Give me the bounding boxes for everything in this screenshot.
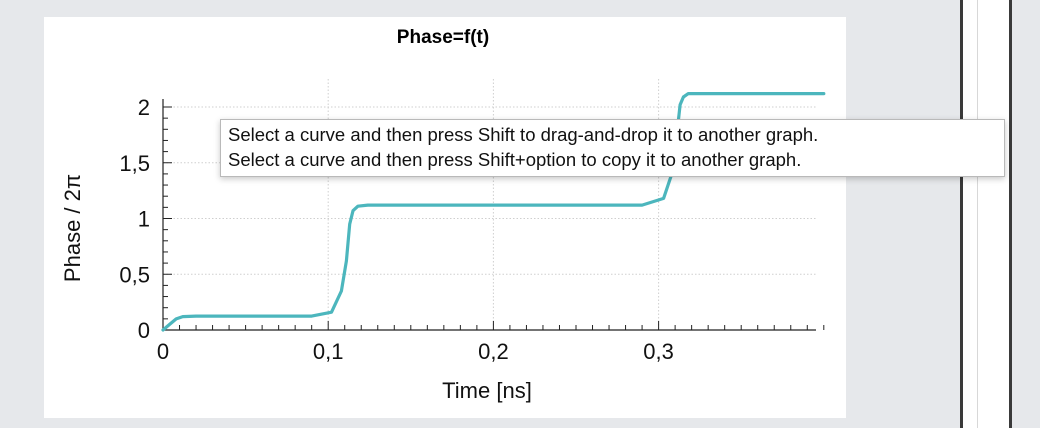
x-tick-label-3: 0,3 xyxy=(643,339,674,364)
y-tick-label-4: 2 xyxy=(138,95,150,120)
tick-labels: 0 0,1 0,2 0,3 0 0,5 1 1,5 2 xyxy=(119,95,673,364)
x-axis-label: Time [ns] xyxy=(442,378,532,403)
graph-panel[interactable]: Phase=f(t) 0 0,1 0,2 0,3 0 0,5 1 1,5 2 Time [ns]… xyxy=(44,17,846,418)
phase-chart[interactable]: Phase=f(t) 0 0,1 0,2 0,3 0 0,5 1 1,5 2 Time [ns]… xyxy=(44,17,846,418)
x-tick-label-1: 0,1 xyxy=(313,339,344,364)
series-line-0[interactable] xyxy=(161,92,826,332)
axes xyxy=(162,99,825,331)
tooltip-line-2: Select a curve and then press Shift+opti… xyxy=(228,149,802,170)
y-axis-label: Phase / 2π xyxy=(60,174,85,282)
x-tick-label-2: 0,2 xyxy=(478,339,509,364)
series-layer[interactable] xyxy=(161,92,826,332)
y-tick-label-2: 1 xyxy=(138,207,150,232)
side-panel xyxy=(960,0,1012,428)
y-tick-label-1: 0,5 xyxy=(119,262,150,287)
y-tick-label-0: 0 xyxy=(138,318,150,343)
x-tick-label-0: 0 xyxy=(157,339,169,364)
y-tick-label-3: 1,5 xyxy=(119,151,150,176)
chart-title: Phase=f(t) xyxy=(397,27,489,48)
side-panel-divider xyxy=(977,0,978,428)
drag-hint-tooltip: Select a curve and then press Shift to d… xyxy=(220,119,1005,177)
tooltip-line-1: Select a curve and then press Shift to d… xyxy=(228,124,819,145)
